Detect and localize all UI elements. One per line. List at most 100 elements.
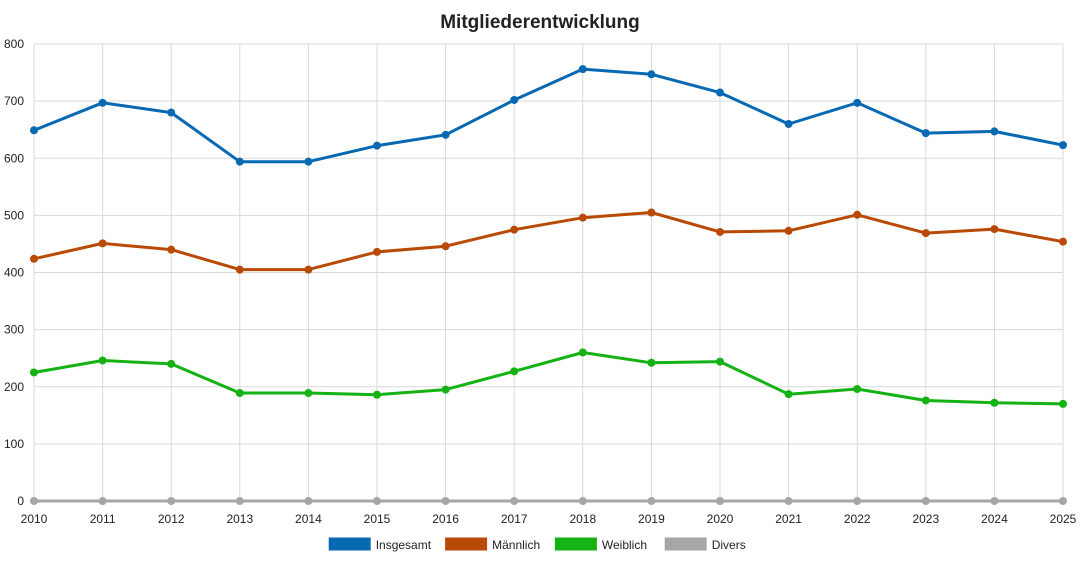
legend-item-insgesamt[interactable]: Insgesamt bbox=[328, 537, 432, 553]
series-layer bbox=[30, 65, 1067, 505]
data-point[interactable] bbox=[990, 398, 999, 407]
data-point[interactable] bbox=[647, 497, 656, 505]
data-point[interactable] bbox=[167, 108, 176, 117]
data-point[interactable] bbox=[853, 385, 862, 394]
data-point[interactable] bbox=[304, 157, 313, 166]
data-point[interactable] bbox=[98, 98, 107, 107]
data-point[interactable] bbox=[235, 265, 244, 274]
data-point[interactable] bbox=[373, 497, 381, 505]
x-tick-label: 2015 bbox=[364, 512, 391, 526]
x-tick-label: 2024 bbox=[981, 512, 1008, 526]
data-point[interactable] bbox=[30, 126, 38, 135]
x-tick-label: 2010 bbox=[21, 512, 48, 526]
data-point[interactable] bbox=[647, 208, 656, 217]
y-tick-label: 100 bbox=[4, 437, 24, 451]
data-point[interactable] bbox=[30, 497, 38, 505]
data-point[interactable] bbox=[304, 389, 313, 398]
y-tick-label: 0 bbox=[17, 494, 24, 508]
data-point[interactable] bbox=[853, 98, 862, 107]
data-point[interactable] bbox=[1059, 497, 1067, 505]
data-point[interactable] bbox=[98, 497, 107, 505]
y-tick-label: 400 bbox=[4, 266, 24, 280]
data-point[interactable] bbox=[441, 385, 450, 394]
legend-label: Männlich bbox=[492, 538, 540, 552]
y-tick-label: 300 bbox=[4, 323, 24, 337]
legend-swatch bbox=[554, 537, 597, 551]
data-point[interactable] bbox=[1059, 237, 1067, 246]
data-point[interactable] bbox=[990, 225, 999, 234]
grid bbox=[33, 43, 1064, 502]
y-tick-label: 800 bbox=[4, 37, 24, 51]
data-point[interactable] bbox=[990, 127, 999, 136]
data-point[interactable] bbox=[921, 129, 930, 138]
data-point[interactable] bbox=[784, 226, 793, 235]
series-weiblich bbox=[30, 348, 1067, 408]
x-tick-label: 2012 bbox=[158, 512, 185, 526]
series-line bbox=[32, 351, 1065, 406]
data-point[interactable] bbox=[510, 95, 519, 104]
data-point[interactable] bbox=[441, 242, 450, 251]
data-point[interactable] bbox=[716, 88, 724, 97]
data-point[interactable] bbox=[921, 497, 930, 505]
data-point[interactable] bbox=[716, 497, 724, 505]
legend-item-divers[interactable]: Divers bbox=[664, 537, 746, 553]
data-point[interactable] bbox=[373, 141, 381, 150]
data-point[interactable] bbox=[716, 227, 724, 236]
data-point[interactable] bbox=[716, 357, 724, 366]
data-point[interactable] bbox=[167, 245, 176, 254]
legend-item-männlich[interactable]: Männlich bbox=[445, 537, 540, 553]
data-point[interactable] bbox=[30, 254, 38, 263]
series-line bbox=[32, 211, 1065, 272]
data-point[interactable] bbox=[373, 247, 381, 256]
data-point[interactable] bbox=[853, 497, 862, 505]
series-divers bbox=[30, 497, 1067, 505]
data-point[interactable] bbox=[1059, 141, 1067, 150]
data-point[interactable] bbox=[510, 367, 519, 376]
data-point[interactable] bbox=[304, 265, 313, 274]
legend[interactable]: Insgesamt Männlich Weiblich Divers bbox=[328, 537, 746, 553]
data-point[interactable] bbox=[441, 497, 450, 505]
data-point[interactable] bbox=[853, 210, 862, 219]
data-point[interactable] bbox=[510, 497, 519, 505]
data-point[interactable] bbox=[98, 239, 107, 248]
x-tick-label: 2017 bbox=[501, 512, 528, 526]
data-point[interactable] bbox=[647, 358, 656, 367]
data-point[interactable] bbox=[235, 157, 244, 166]
data-point[interactable] bbox=[510, 225, 519, 234]
data-point[interactable] bbox=[578, 213, 587, 222]
x-tick-label: 2022 bbox=[844, 512, 871, 526]
x-tick-label: 2011 bbox=[90, 512, 116, 526]
data-point[interactable] bbox=[647, 70, 656, 79]
y-tick-label: 200 bbox=[4, 380, 24, 394]
data-point[interactable] bbox=[30, 368, 38, 377]
data-point[interactable] bbox=[373, 390, 381, 399]
data-point[interactable] bbox=[98, 356, 107, 365]
series-line bbox=[32, 67, 1065, 164]
data-point[interactable] bbox=[167, 359, 176, 368]
axes: 0 100 200 300 400 500 600 700 800 2010 2011 2012 201… bbox=[4, 37, 1077, 526]
legend-swatch bbox=[328, 537, 371, 551]
x-tick-label: 2013 bbox=[226, 512, 253, 526]
data-point[interactable] bbox=[784, 390, 793, 399]
data-point[interactable] bbox=[167, 497, 176, 505]
data-point[interactable] bbox=[235, 389, 244, 398]
data-point[interactable] bbox=[921, 396, 930, 405]
data-point[interactable] bbox=[578, 497, 587, 505]
x-tick-label: 2020 bbox=[707, 512, 734, 526]
data-point[interactable] bbox=[921, 229, 930, 238]
data-point[interactable] bbox=[578, 348, 587, 357]
data-point[interactable] bbox=[1059, 399, 1067, 408]
x-tick-label: 2025 bbox=[1050, 512, 1077, 526]
x-tick-label: 2014 bbox=[295, 512, 322, 526]
data-point[interactable] bbox=[235, 497, 244, 505]
data-point[interactable] bbox=[990, 497, 999, 505]
data-point[interactable] bbox=[784, 119, 793, 128]
data-point[interactable] bbox=[304, 497, 313, 505]
x-tick-label: 2021 bbox=[775, 512, 802, 526]
legend-item-weiblich[interactable]: Weiblich bbox=[554, 537, 647, 553]
data-point[interactable] bbox=[441, 130, 450, 139]
data-point[interactable] bbox=[784, 497, 793, 505]
data-point[interactable] bbox=[578, 65, 587, 74]
